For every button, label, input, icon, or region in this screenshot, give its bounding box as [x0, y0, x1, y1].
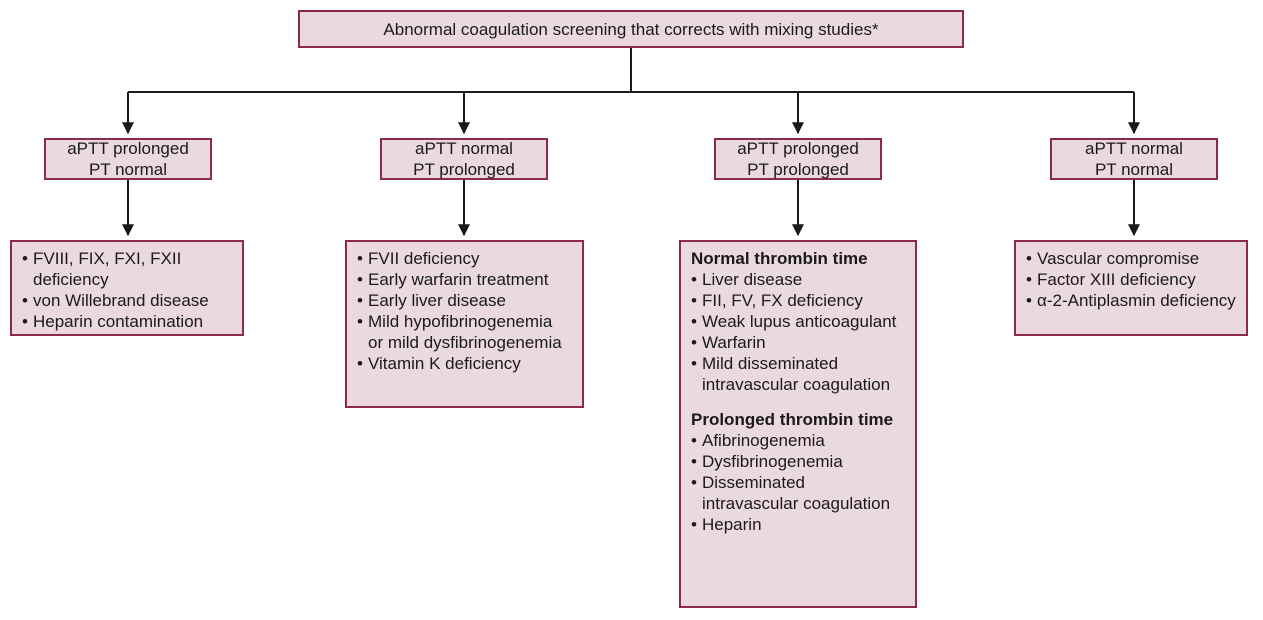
- condition-node-1: aPTT prolonged PT normal: [44, 138, 212, 180]
- cause-item: FII, FV, FX deficiency: [691, 290, 905, 311]
- group-heading-normal-thrombin: Normal thrombin time: [691, 249, 868, 268]
- condition-line: aPTT prolonged: [67, 139, 189, 158]
- causes-node-2: FVII deficiency Early warfarin treatment…: [345, 240, 584, 408]
- condition-line: aPTT normal: [415, 139, 513, 158]
- group-heading-prolonged-thrombin: Prolonged thrombin time: [691, 410, 894, 429]
- condition-line: PT prolonged: [747, 160, 849, 179]
- cause-item: Vitamin K deficiency: [357, 353, 572, 374]
- cause-item: Mild disseminated intravascular coagulat…: [691, 353, 905, 395]
- condition-line: PT prolonged: [413, 160, 515, 179]
- cause-item: Early warfarin treatment: [357, 269, 572, 290]
- cause-item: α-2-Antiplasmin deficiency: [1026, 290, 1236, 311]
- cause-item: Warfarin: [691, 332, 905, 353]
- cause-item: Dysfibrinogenemia: [691, 451, 905, 472]
- cause-item: Heparin: [691, 514, 905, 535]
- causes-node-4: Vascular compromise Factor XIII deficien…: [1014, 240, 1248, 336]
- cause-item: Factor XIII deficiency: [1026, 269, 1236, 290]
- cause-item: von Willebrand disease: [22, 290, 232, 311]
- condition-node-4: aPTT normal PT normal: [1050, 138, 1218, 180]
- condition-line: PT normal: [88, 160, 168, 179]
- condition-node-2: aPTT normal PT prolonged: [380, 138, 548, 180]
- cause-item: Mild hypofibrinogenemia or mild dysfibri…: [357, 311, 572, 353]
- cause-item: Early liver disease: [357, 290, 572, 311]
- top-node: Abnormal coagulation screening that corr…: [298, 10, 964, 48]
- cause-item: FVIII, FIX, FXI, FXII deficiency: [22, 248, 232, 290]
- condition-line: aPTT normal: [1085, 139, 1183, 158]
- condition-line: aPTT prolonged: [737, 139, 859, 158]
- causes-node-3: Normal thrombin time Liver disease FII, …: [679, 240, 917, 608]
- causes-node-1: FVIII, FIX, FXI, FXII deficiency von Wil…: [10, 240, 244, 336]
- cause-item: Afibrinogenemia: [691, 430, 905, 451]
- condition-node-3: aPTT prolonged PT prolonged: [714, 138, 882, 180]
- cause-item: Disseminated intravascular coagulation: [691, 472, 905, 514]
- cause-item: Vascular compromise: [1026, 248, 1236, 269]
- cause-item: Weak lupus anticoagulant: [691, 311, 905, 332]
- cause-item: FVII deficiency: [357, 248, 572, 269]
- cause-item: Liver disease: [691, 269, 905, 290]
- cause-item: Heparin contamination: [22, 311, 232, 332]
- condition-line: PT normal: [1094, 160, 1174, 179]
- top-node-label: Abnormal coagulation screening that corr…: [383, 19, 879, 39]
